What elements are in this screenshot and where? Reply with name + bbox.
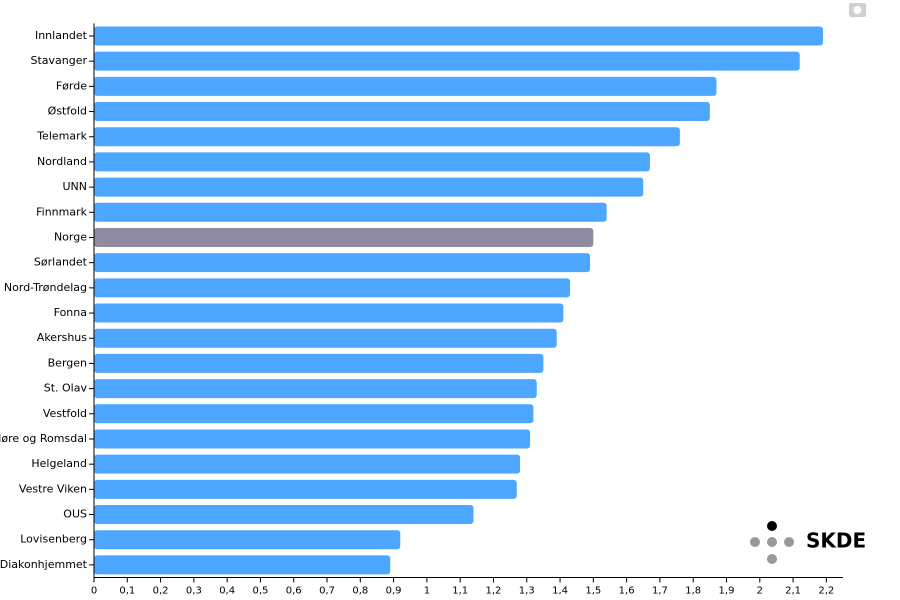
bar (94, 177, 644, 197)
y-tick-label: Fonna (54, 306, 87, 319)
y-tick-label: Innlandet (35, 29, 88, 42)
y-tick-label: Nordland (37, 155, 87, 168)
y-tick-label: OUS (63, 508, 87, 521)
bar (94, 479, 517, 499)
logo-text: SKDE (806, 529, 866, 553)
logo-dot (750, 537, 760, 547)
y-tick-label: St. Olav (44, 382, 88, 395)
bar (94, 404, 534, 424)
bar (94, 454, 521, 474)
bar (94, 76, 717, 96)
x-tick-label: 1,2 (486, 586, 502, 597)
y-tick-label: Vestre Viken (19, 482, 87, 495)
x-tick-label: 0,3 (186, 586, 202, 597)
x-tick-label: 2 (757, 586, 763, 597)
x-tick-label: 1,9 (719, 586, 735, 597)
x-tick-label: 1,4 (552, 586, 568, 597)
y-tick-label: Nord-Trøndelag (4, 281, 87, 294)
y-tick-label: UNN (62, 180, 87, 193)
y-tick-label: Vestfold (43, 407, 87, 420)
bar (94, 202, 607, 222)
bar (94, 303, 564, 323)
x-tick-label: 0,4 (219, 586, 235, 597)
y-tick-label: Stavanger (30, 54, 87, 67)
y-tick-label: Helgeland (31, 457, 87, 470)
y-tick-label: Lovisenberg (20, 533, 87, 546)
y-tick-label: Møre og Romsdal (0, 432, 87, 445)
camera-icon[interactable] (849, 3, 866, 17)
x-tick-label: 0,7 (319, 586, 335, 597)
logo: SKDE (750, 521, 866, 564)
bar (94, 278, 571, 298)
y-tick-label: Telemark (36, 130, 87, 143)
y-tick-label: Førde (56, 79, 87, 92)
bar (94, 102, 710, 122)
bar (94, 152, 650, 172)
y-tick-label: Akershus (37, 331, 87, 344)
bar (94, 429, 531, 449)
x-tick-label: 0,8 (352, 586, 368, 597)
bar (94, 328, 557, 348)
y-tick-label: Finnmark (36, 205, 88, 218)
x-tick-label: 1,8 (685, 586, 701, 597)
y-tick-label: Bergen (48, 356, 87, 369)
x-tick-label: 2,1 (785, 586, 801, 597)
logo-dot (784, 537, 794, 547)
x-tick-label: 1,6 (619, 586, 635, 597)
y-tick-label: Diakonhjemmet (0, 558, 88, 571)
x-tick-label: 0,6 (286, 586, 302, 597)
logo-dot (767, 554, 777, 564)
x-tick-label: 0,9 (386, 586, 402, 597)
bar (94, 51, 800, 71)
logo-dot (767, 521, 777, 531)
bar (94, 353, 544, 373)
x-tick-label: 0,2 (153, 586, 169, 597)
y-tick-label: Østfold (48, 105, 87, 118)
x-tick-label: 1,7 (652, 586, 668, 597)
x-tick-label: 0,1 (119, 586, 135, 597)
y-tick-label: Sørlandet (34, 256, 88, 269)
x-tick-label: 2,2 (818, 586, 834, 597)
bar (94, 379, 537, 399)
bar (94, 227, 594, 247)
logo-dot (767, 537, 777, 547)
x-tick-label: 1,3 (519, 586, 535, 597)
bar (94, 253, 591, 273)
x-tick-label: 1,5 (585, 586, 601, 597)
x-tick-label: 1,1 (452, 586, 468, 597)
camera-lens[interactable] (853, 6, 862, 14)
x-tick-label: 0 (91, 586, 97, 597)
bar (94, 127, 680, 147)
bar (94, 555, 391, 575)
y-tick-label: Norge (54, 230, 87, 243)
bar (94, 26, 824, 46)
bar (94, 530, 401, 550)
x-tick-label: 1 (424, 586, 430, 597)
bar (94, 505, 474, 525)
x-tick-label: 0,5 (252, 586, 268, 597)
